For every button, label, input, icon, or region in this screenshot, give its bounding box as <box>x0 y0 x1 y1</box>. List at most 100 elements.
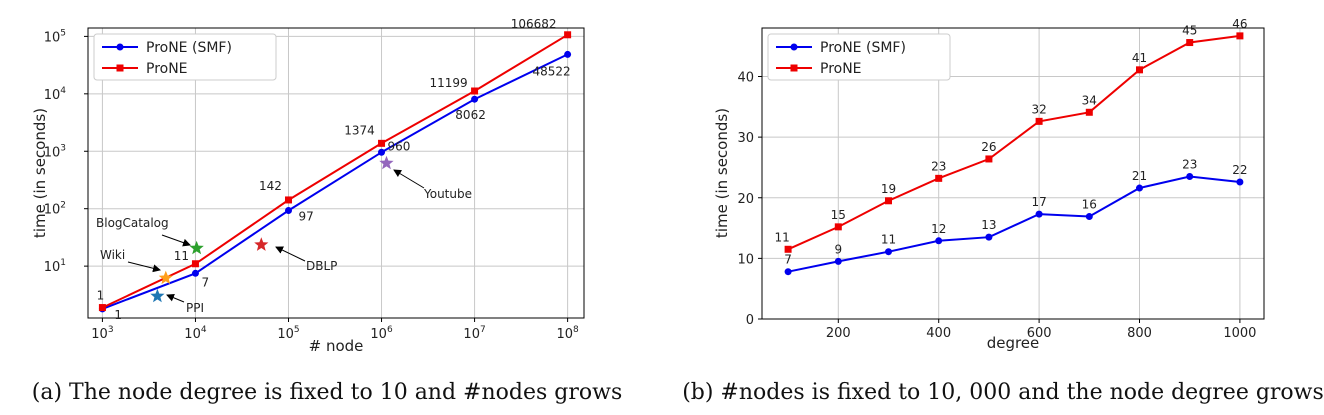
chart-b-data-label-s1-1: 15 <box>831 208 846 222</box>
chart-a-point-s0-3 <box>378 148 386 156</box>
chart-a-data-label-s1-1: 11 <box>174 249 189 263</box>
chart-a-xtick-label-0: 103 <box>91 325 113 342</box>
chart-b-series-line-0 <box>787 175 1241 273</box>
chart-a-annotation-youtube: Youtube <box>423 187 472 201</box>
chart-b-point-s0-4 <box>985 233 993 241</box>
chart-b-xtick-label-2: 600 <box>1027 326 1052 341</box>
chart-a-annotation-arrow-0 <box>161 234 191 247</box>
chart-a-caption: (a) The node degree is fixed to 10 and #… <box>32 380 623 405</box>
chart-b-point-s0-5 <box>1035 210 1043 218</box>
chart-b-data-labels: 7 9 11 12 13 17 16 21 23 22 11 15 19 23 26 32 34 41 45 46 <box>774 17 1247 267</box>
chart-b-point-s0-7 <box>1136 184 1144 192</box>
chart-b-caption: (b) #nodes is fixed to 10, 000 and the n… <box>682 380 1324 405</box>
chart-b-point-s1-2 <box>885 197 893 205</box>
chart-a-legend: ProNE (SMF) ProNE <box>93 33 277 81</box>
chart-b-point-s1-4 <box>985 155 993 163</box>
chart-a-annotation-arrow-3 <box>275 246 306 262</box>
chart-a-ytick-label-1: 102 <box>44 201 66 218</box>
chart-b-legend-marker-smf <box>790 43 798 51</box>
chart-a-annotation-arrow-1 <box>127 261 161 273</box>
chart-b-data-label-s0-5: 17 <box>1031 195 1046 209</box>
chart-b-data-label-s0-1: 9 <box>834 242 842 256</box>
chart-a-annotation-wiki: Wiki <box>100 248 125 262</box>
chart-b-plot-frame <box>761 27 1265 320</box>
chart-b-data-label-s0-7: 21 <box>1132 169 1147 183</box>
chart-b-data-label-s1-5: 32 <box>1031 102 1046 116</box>
chart-b-xlabel: degree <box>987 334 1040 352</box>
chart-b-point-s1-8 <box>1186 39 1194 47</box>
chart-b-point-s0-6 <box>1085 213 1093 221</box>
chart-b-ytick-label-4: 40 <box>737 71 754 86</box>
chart-a-annotation-ppi: PPI <box>186 301 204 315</box>
chart-b-point-s1-0 <box>784 245 792 253</box>
chart-a-plot-frame <box>87 27 585 319</box>
chart-a-star-dblp-icon <box>254 237 269 251</box>
chart-a-data-label-s0-1: 7 <box>201 275 209 289</box>
chart-a-star-ppi-icon <box>150 288 165 303</box>
chart-b-point-s0-9 <box>1236 178 1244 186</box>
chart-b-ytick-label-2: 20 <box>737 192 754 207</box>
chart-a-point-s1-5 <box>564 31 572 39</box>
chart-a-series <box>98 31 572 313</box>
chart-b-series-line-1 <box>787 34 1241 251</box>
chart-b-point-s1-7 <box>1136 66 1144 74</box>
chart-a-xtick-label-3: 106 <box>370 325 393 342</box>
chart-a-xlabel: # node <box>309 337 364 355</box>
chart-a-ytick-label-3: 104 <box>44 86 67 103</box>
chart-a-data-label-s0-5: 48522 <box>533 64 571 78</box>
chart-b-point-s0-1 <box>834 257 842 265</box>
chart-b-point-s0-3 <box>935 237 943 245</box>
chart-b-data-label-s0-8: 23 <box>1182 158 1197 172</box>
chart-b-point-s0-8 <box>1186 173 1194 181</box>
chart-a-data-label-s0-3: 960 <box>388 139 411 153</box>
chart-a-star-blogcatalog-icon <box>189 240 204 255</box>
chart-a-data-label-s0-0: 1 <box>114 308 122 322</box>
chart-a-point-s1-1 <box>191 260 199 268</box>
chart-b-legend-label-smf: ProNE (SMF) <box>820 40 906 56</box>
chart-a-ticks: 103 104 105 106 107 108 101 102 103 104 105 <box>44 28 579 342</box>
chart-a-xtick-label-1: 104 <box>184 325 207 342</box>
chart-b-data-label-s1-2: 19 <box>881 182 896 196</box>
chart-b: 200 400 600 800 1000 0 10 20 30 40 7 9 11 12 13 17 16 21… <box>682 17 1324 405</box>
chart-a-series-line-1 <box>101 33 569 309</box>
chart-a-xtick-label-2: 105 <box>277 325 299 342</box>
chart-b-data-label-s1-6: 34 <box>1082 93 1097 107</box>
chart-b-data-label-s1-8: 45 <box>1182 24 1197 38</box>
chart-a-data-label-s1-4: 11199 <box>429 76 467 90</box>
chart-a-point-s1-2 <box>284 196 292 204</box>
chart-b-xtick-label-0: 200 <box>826 326 851 341</box>
chart-a-data-label-s1-2: 142 <box>259 179 282 193</box>
chart-a-annotation-blogcatalog: BlogCatalog <box>96 216 169 230</box>
chart-b-point-s1-1 <box>834 223 842 231</box>
chart-b-legend-box <box>767 33 951 81</box>
chart-b-data-label-s0-2: 11 <box>881 233 896 247</box>
chart-b-data-label-s0-3: 12 <box>931 222 946 236</box>
chart-a-data-label-s1-5: 106682 <box>511 17 557 31</box>
chart-b-xtick-label-3: 800 <box>1127 326 1152 341</box>
chart-b-xtick-label-4: 1000 <box>1223 326 1256 341</box>
chart-a-legend-label-smf: ProNE (SMF) <box>146 40 232 56</box>
chart-a-ytick-label-2: 103 <box>44 143 66 160</box>
chart-a-star-wiki-icon <box>158 270 173 285</box>
chart-a-point-s0-4 <box>471 95 479 103</box>
chart-b-ytick-label-1: 10 <box>737 252 754 267</box>
chart-a-annotation-arrow-4 <box>393 169 425 189</box>
chart-a-point-s1-3 <box>378 139 386 147</box>
chart-a-annotation-arrow-2 <box>166 293 185 303</box>
chart-a-legend-label-prone: ProNE <box>146 61 188 77</box>
chart-a-data-label-s1-3: 1374 <box>344 123 375 137</box>
chart-a: 103 104 105 106 107 108 101 102 103 104 105 BlogCa… <box>31 17 622 405</box>
chart-a-xtick-label-5: 108 <box>556 325 579 342</box>
chart-a-data-label-s1-0: 1 <box>97 289 105 303</box>
chart-a-stars: BlogCatalog Wiki PPI DBLP Youtube <box>96 155 472 315</box>
chart-b-data-label-s1-3: 23 <box>931 159 946 173</box>
chart-a-point-s1-0 <box>98 304 106 312</box>
chart-a-data-label-s0-2: 97 <box>298 210 313 224</box>
chart-b-ytick-label-0: 0 <box>746 313 754 328</box>
chart-b-legend: ProNE (SMF) ProNE <box>767 33 951 81</box>
chart-a-data-label-s0-4: 8062 <box>455 108 486 122</box>
chart-b-data-label-s1-4: 26 <box>981 140 996 154</box>
chart-a-xtick-label-4: 107 <box>463 325 485 342</box>
